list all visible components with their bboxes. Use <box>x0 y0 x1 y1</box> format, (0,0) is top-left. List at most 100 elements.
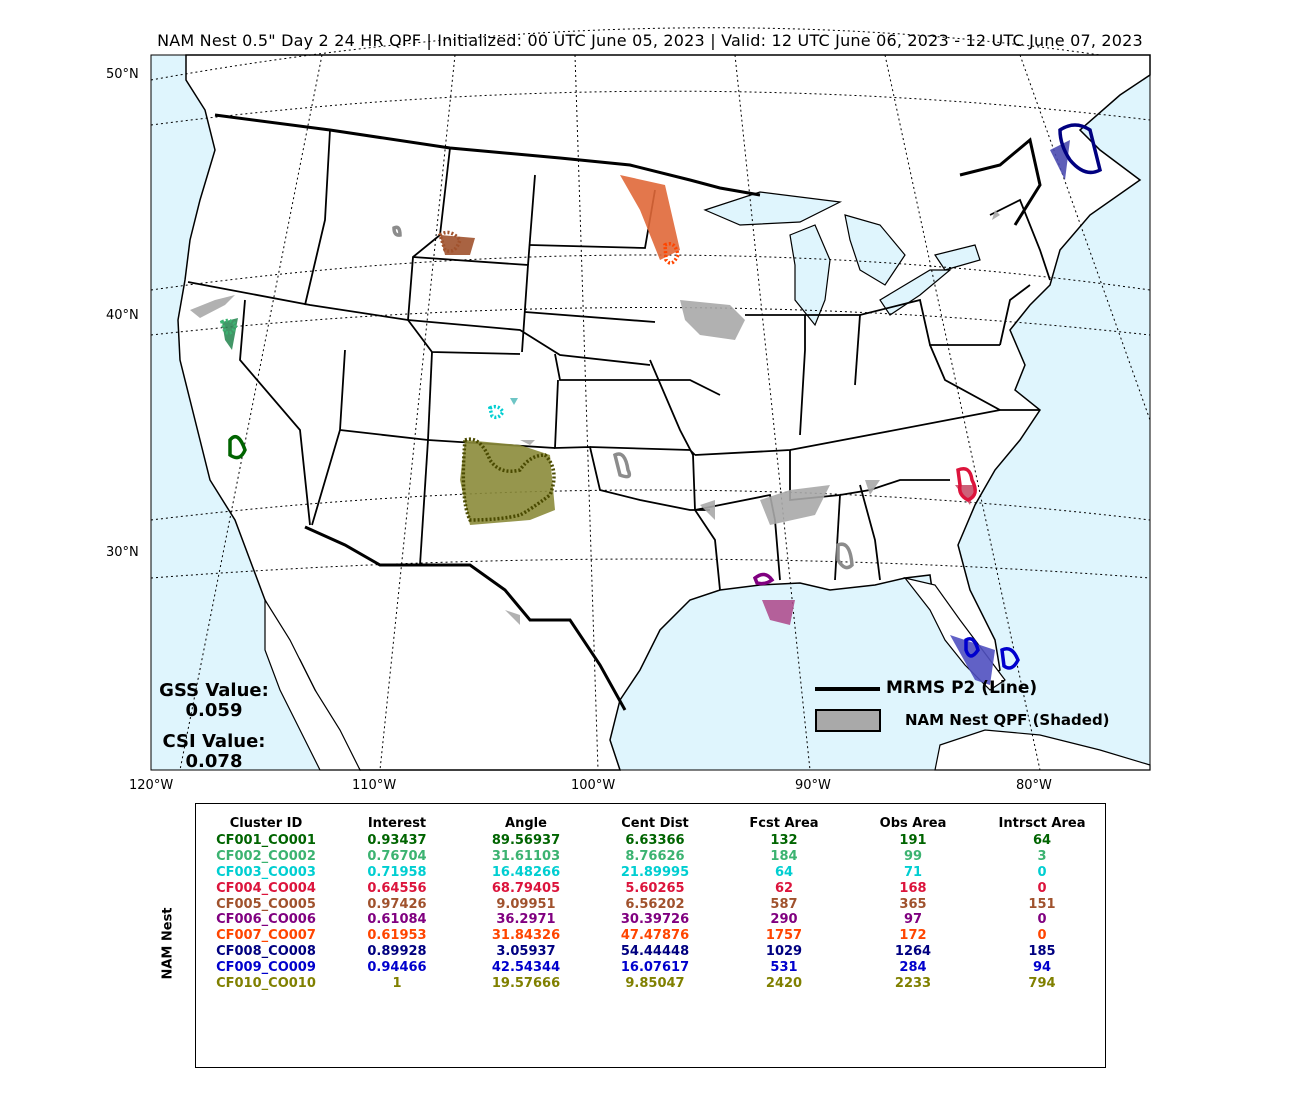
csi-value: 0.078 <box>185 751 243 772</box>
table-cell: 1029 <box>765 943 803 959</box>
table-cell: 191 <box>899 833 927 849</box>
table-cell: 151 <box>1028 896 1056 912</box>
table-cell: 0 <box>1037 912 1047 928</box>
table-cell: 64 <box>1032 833 1052 849</box>
table-cell: 132 <box>770 833 798 849</box>
table-cell: 0.64556 <box>367 880 427 896</box>
table-cell: 0.89928 <box>367 943 427 959</box>
table-cell: 587 <box>770 896 798 912</box>
gss-label: GSS Value: <box>159 680 269 701</box>
country-borders <box>214 113 1042 711</box>
table-row: CF006_CO006 0.61084 36.2971 30.39726 290 97 0 <box>200 912 1106 928</box>
table-cell: 64 <box>774 864 794 880</box>
observed-outlines <box>219 123 1103 670</box>
lon-label-100: 100°W <box>571 778 616 793</box>
table-cell: 3.05937 <box>496 943 556 959</box>
table-row: CF005_CO005 0.97426 9.09951 6.56202 587 365 15… <box>200 896 1106 912</box>
table-cell: 16.07617 <box>620 959 690 975</box>
table-row: CF010_CO010 1 19.57666 9.85047 2420 2233 794 <box>200 975 1106 991</box>
table-cell: 531 <box>770 959 798 975</box>
header-fcst-area: Fcst Area <box>749 815 819 831</box>
table-cell: 0 <box>1037 928 1047 944</box>
table-cell: 42.54344 <box>491 959 561 975</box>
cluster-stats-table: Cluster ID Interest Angle Cent Dist Fcst… <box>200 813 1106 991</box>
table-cell: 0.76704 <box>367 849 427 865</box>
header-obs-area: Obs Area <box>879 815 947 831</box>
table-cell: 794 <box>1028 975 1056 991</box>
table-cell: 184 <box>770 849 798 865</box>
table-cell: 9.85047 <box>625 975 685 991</box>
table-row: CF002_CO002 0.76704 31.61103 8.76626 184 99 3 <box>200 849 1106 865</box>
table-header-row: Cluster ID Interest Angle Cent Dist Fcst… <box>200 813 1106 833</box>
table-cell: 68.79405 <box>491 880 561 896</box>
table-cell: 31.61103 <box>491 849 561 865</box>
table-cell: 1757 <box>765 928 803 944</box>
table-row: CF008_CO008 0.89928 3.05937 54.44448 1029 126… <box>200 944 1106 960</box>
table-row: CF003_CO003 0.71958 16.48266 21.89995 64 71 0 <box>200 865 1106 881</box>
table-cell: CF002_CO002 <box>216 849 316 865</box>
map-title: NAM Nest 0.5" Day 2 24 HR QPF | Initiali… <box>157 31 1143 50</box>
table-cell: 0 <box>1037 864 1047 880</box>
gss-value: 0.059 <box>185 700 243 721</box>
table-cell: 5.60265 <box>625 880 685 896</box>
table-cell: CF010_CO010 <box>216 975 316 991</box>
lat-label-50: 50°N <box>106 67 139 82</box>
table-cell: 0.97426 <box>367 896 427 912</box>
table-cell: 99 <box>903 849 923 865</box>
lon-label-80: 80°W <box>1016 778 1052 793</box>
legend-line-label: MRMS P2 (Line) <box>886 678 1038 698</box>
table-row: CF007_CO007 0.61953 31.84326 47.47876 1757 17… <box>200 928 1106 944</box>
table-cell: 19.57666 <box>491 975 561 991</box>
csi-label: CSI Value: <box>162 731 266 752</box>
table-cell: CF004_CO004 <box>216 880 316 896</box>
table-cell: 89.56937 <box>491 833 561 849</box>
table-cell: CF005_CO005 <box>216 896 316 912</box>
table-cell: 8.76626 <box>625 849 685 865</box>
legend-shade-symbol <box>815 709 881 732</box>
table-cell: 0.94466 <box>367 959 427 975</box>
header-intrsct-area: Intrsct Area <box>998 815 1086 831</box>
header-cluster-id: Cluster ID <box>229 815 303 831</box>
lon-label-90: 90°W <box>795 778 831 793</box>
table-cell: 36.2971 <box>496 912 556 928</box>
table-cell: 47.47876 <box>620 928 690 944</box>
table-row: CF004_CO004 0.64556 68.79405 5.60265 62 168 0 <box>200 880 1106 896</box>
header-cent-dist: Cent Dist <box>621 815 689 831</box>
table-cell: CF001_CO001 <box>216 833 316 849</box>
table-ylabel: NAM Nest <box>160 907 176 980</box>
table-cell: 31.84326 <box>491 928 561 944</box>
land-north-america <box>177 54 1151 771</box>
table-cell: 30.39726 <box>620 912 690 928</box>
table-cell: 71 <box>903 864 923 880</box>
table-cell: 290 <box>770 912 798 928</box>
table-cell: 97 <box>903 912 923 928</box>
lon-label-120: 120°W <box>129 778 174 793</box>
table-cell: 185 <box>1028 943 1056 959</box>
table-row: CF009_CO009 0.94466 42.54344 16.07617 531 284… <box>200 959 1106 975</box>
table-cell: 284 <box>899 959 927 975</box>
table-cell: 21.89995 <box>620 864 690 880</box>
table-cell: 6.56202 <box>625 896 685 912</box>
table-cell: 2420 <box>765 975 803 991</box>
table-cell: CF009_CO009 <box>216 959 316 975</box>
table-cell: 172 <box>899 928 927 944</box>
legend-shade-label: NAM Nest QPF (Shaded) <box>905 711 1110 729</box>
table-cell: 0 <box>1037 880 1047 896</box>
table-cell: 168 <box>899 880 927 896</box>
graticule <box>150 27 1151 771</box>
table-cell: CF006_CO006 <box>216 912 316 928</box>
table-cell: 1264 <box>894 943 932 959</box>
table-cell: 9.09951 <box>496 896 556 912</box>
table-cell: 0.71958 <box>367 864 427 880</box>
table-cell: 365 <box>899 896 927 912</box>
table-cell: 16.48266 <box>491 864 561 880</box>
table-cell: 6.63366 <box>625 833 685 849</box>
table-cell: 0.93437 <box>367 833 427 849</box>
stats-table-box <box>195 803 1106 1068</box>
table-cell: 0.61084 <box>367 912 427 928</box>
table-cell: 94 <box>1032 959 1052 975</box>
lat-label-30: 30°N <box>106 545 139 560</box>
table-cell: 0.61953 <box>367 928 427 944</box>
table-row: CF001_CO001 0.93437 89.56937 6.63366 132 191 6… <box>200 833 1106 849</box>
